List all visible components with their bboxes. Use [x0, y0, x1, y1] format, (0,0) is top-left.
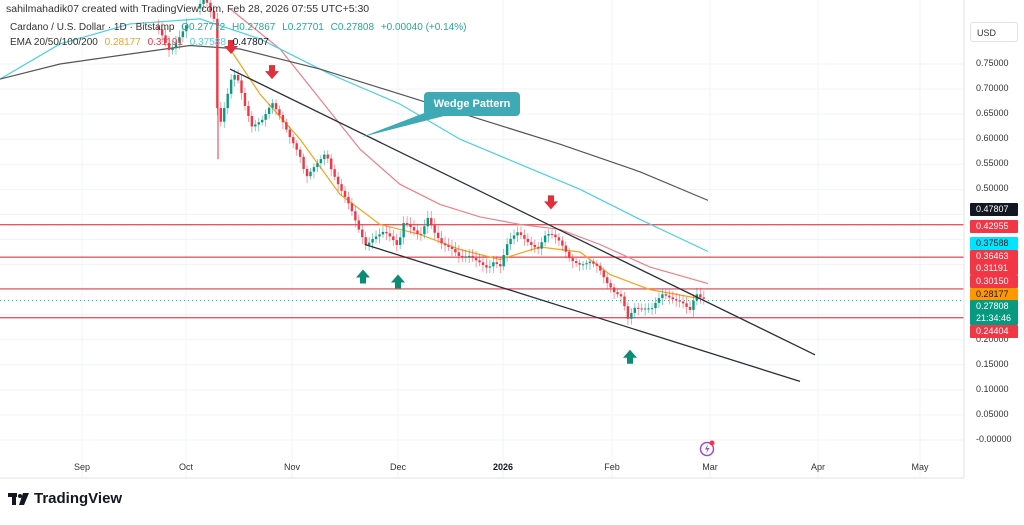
support-tag: 0.24404: [970, 325, 1018, 338]
author-line: sahilmahadik07 created with TradingView.…: [6, 3, 370, 15]
resistance-2-tag: 0.36463: [970, 250, 1018, 263]
tradingview-brand[interactable]: TradingView: [8, 490, 122, 507]
time-tick: Mar: [702, 462, 718, 472]
callout-pointer: [362, 110, 444, 137]
time-tick: Oct: [178, 462, 194, 472]
time-tick: May: [911, 462, 929, 472]
ema100-tag: 0.37588: [970, 237, 1018, 250]
ohlc-low: L0.27701: [282, 22, 324, 33]
price-tick: 0.70000: [976, 83, 1009, 94]
wedge-pattern-callout[interactable]: Wedge Pattern: [424, 92, 520, 116]
ohlc-open: O0.27772: [181, 22, 226, 33]
time-tick: Apr: [810, 462, 826, 472]
price-tick: 0.60000: [976, 133, 1009, 144]
price-tick: 0.55000: [976, 158, 1009, 169]
price-tick: 0.65000: [976, 108, 1009, 119]
ohlc-change: +0.00040 (+0.14%): [380, 22, 467, 33]
time-tick: Nov: [283, 462, 301, 472]
time-tick: 2026: [492, 462, 514, 472]
lightning-icon[interactable]: [698, 438, 718, 458]
brand-name: TradingView: [34, 490, 123, 507]
ema100-value: 0.37588: [189, 37, 226, 48]
ema200-value: 0.47807: [232, 37, 269, 48]
time-tick: Sep: [73, 462, 91, 472]
last-price-tag: 0.27808: [970, 300, 1018, 313]
resistance-1-tag: 0.42955: [970, 220, 1018, 233]
ohlc-high: H0.27867: [232, 22, 276, 33]
price-tick: 0.20000: [976, 333, 1009, 344]
ema50-tag: 0.31191: [970, 262, 1018, 275]
time-tick: Feb: [604, 462, 620, 472]
tradingview-logo-icon: [8, 492, 29, 505]
price-tick: -0.00000: [976, 434, 1012, 444]
ema20-tag: 0.28177: [970, 288, 1018, 301]
ema-title[interactable]: EMA 20/50/100/200: [10, 37, 98, 48]
time-tick: Dec: [389, 462, 407, 472]
ema50-value: 0.31191: [147, 37, 183, 48]
ema20-value: 0.28177: [104, 37, 141, 48]
price-tick: 0.15000: [976, 358, 1009, 369]
price-tick: 0.50000: [976, 183, 1009, 194]
symbol-title[interactable]: Cardano / U.S. Dollar · 1D · Bitstamp: [10, 22, 175, 33]
ohlc-close: C0.27808: [330, 22, 375, 33]
resistance-3-tag: 0.30150: [970, 275, 1018, 288]
price-tick: 0.75000: [976, 58, 1009, 69]
countdown-tag: 21:34:46: [970, 312, 1018, 325]
symbol-legend: Cardano / U.S. Dollar · 1D · Bitstamp O0…: [10, 22, 466, 33]
ema200-tag: 0.47807: [970, 203, 1018, 216]
currency-button[interactable]: USD: [970, 22, 1018, 42]
price-tick: 0.10000: [976, 383, 1009, 394]
price-tick: 0.05000: [976, 408, 1009, 419]
ema-legend: EMA 20/50/100/200 0.28177 0.31191 0.3758…: [10, 37, 269, 48]
